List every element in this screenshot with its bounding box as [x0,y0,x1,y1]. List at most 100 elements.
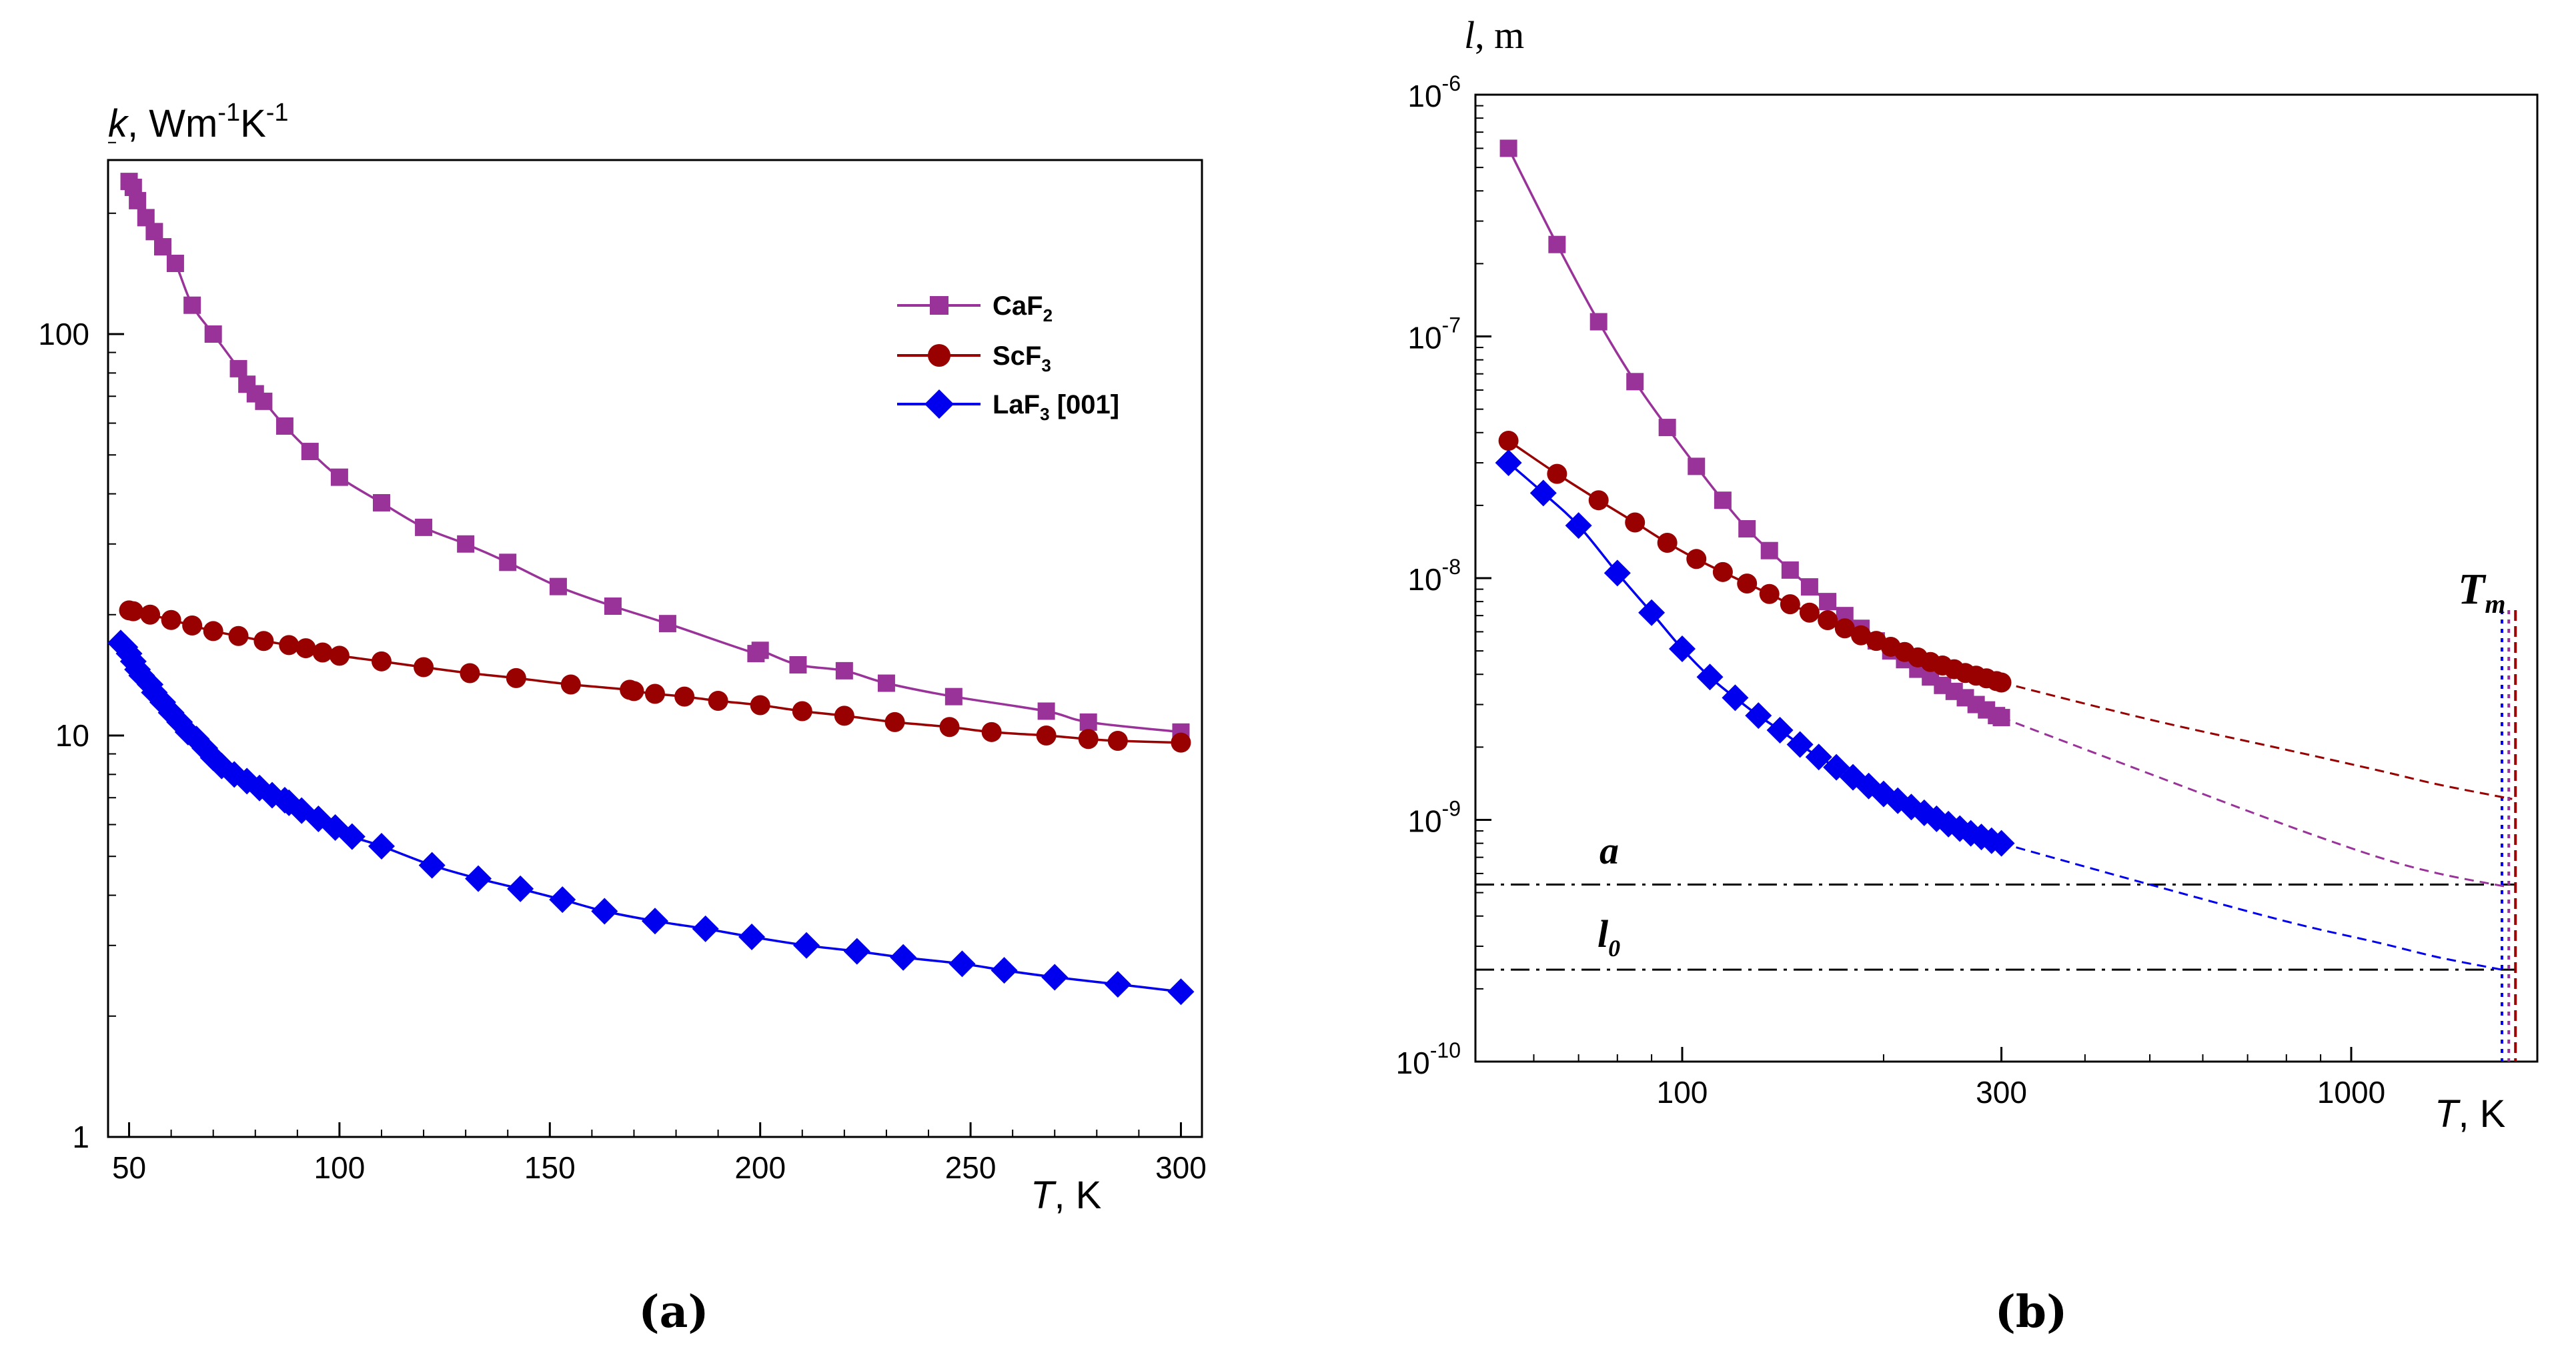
point-b-caf2 [1781,561,1799,579]
point-a-caf2 [145,223,163,241]
point-a-laf3 [1104,971,1131,998]
point-a-caf2 [154,238,171,256]
y-tick-label-b-2: 10-8 [1407,555,1461,597]
point-b-caf2 [1499,139,1517,157]
chart-b-y-label-var: l [1464,13,1475,57]
point-a-caf2 [166,254,184,272]
x-tick-label-a-200: 200 [734,1150,786,1185]
point-a-scf3 [123,601,143,621]
chart-a-y-label-mid: K [240,102,266,145]
chart-b-reference-lines [1475,884,2515,971]
chart-b-y-label: l, m [1464,13,1524,57]
point-a-caf2 [373,493,390,511]
point-b-laf3-001 [1786,731,1814,758]
point-a-laf3 [591,898,618,925]
point-b-laf3-001 [1638,599,1666,626]
chart-b-x-label-var: T [2435,1092,2461,1136]
point-a-scf3 [674,686,695,707]
point-b-laf3-001 [1696,663,1724,691]
chart-b-melting-lines [2500,610,2517,1062]
point-a-laf3 [793,932,820,959]
chart-a-frame [107,159,1203,1138]
chart-a-y-label-exp2: -1 [266,99,289,127]
point-a-caf2 [499,553,517,571]
point-a-caf2 [944,688,962,706]
point-a-scf3 [981,722,1002,742]
point-a-caf2 [658,615,676,633]
y-tick-label-a-100: 100 [38,317,89,351]
point-b-scf3 [1712,561,1733,582]
point-b-laf3-001 [1722,684,1749,712]
point-b-caf2 [1626,373,1644,391]
chart-b-series [1495,139,2513,971]
point-a-laf3 [507,875,534,902]
point-b-scf3 [1657,533,1678,553]
chart-a-x-tick-labels: 50 100 150 200 250 300 [112,1150,1207,1185]
point-a-caf2 [457,535,475,553]
point-a-scf3 [750,695,770,716]
point-a-caf2 [255,392,273,410]
panel-label-b: (b) [1995,1286,2068,1338]
point-b-laf3-001 [1669,635,1696,663]
point-a-scf3 [792,701,812,722]
point-a-caf2 [415,518,433,536]
legend-label-scf3: ScF3 [993,341,1051,375]
point-b-laf3-001 [1495,449,1522,477]
series-line-b-caf2 [1507,147,2002,719]
point-a-caf2 [789,655,807,673]
point-a-scf3 [708,691,728,712]
chart-b-frame [1474,93,2539,1063]
extrapolation-b-scf3 [2001,681,2513,800]
point-b-laf3-001 [1565,512,1592,539]
point-b-laf3-001 [1988,830,2015,857]
point-a-scf3 [161,609,181,630]
point-a-caf2 [301,443,319,461]
point-a-laf3 [338,823,366,850]
point-a-scf3 [329,645,350,666]
extrapolation-b-laf3-001 [2001,842,2503,971]
series-b-laf3-001 [1495,449,2503,971]
point-b-scf3 [1737,573,1758,594]
point-a-scf3 [414,657,434,677]
point-a-laf3 [991,957,1018,984]
series-line-b-scf3 [1507,439,2002,684]
point-a-caf2 [183,296,201,314]
point-a-laf3 [1041,964,1069,991]
x-tick-label-a-300: 300 [1155,1150,1207,1185]
x-tick-label-b-300: 300 [1976,1075,2027,1110]
point-a-scf3 [560,674,581,695]
chart-a-y-label-exp1: -1 [217,99,240,127]
point-a-caf2 [275,417,293,435]
point-a-caf2 [751,641,769,659]
y-tick-label-b-1: 10-9 [1407,797,1461,839]
point-a-scf3 [312,642,333,663]
point-b-scf3 [1588,490,1609,511]
point-a-scf3 [372,651,392,671]
point-a-caf2 [835,661,853,679]
series-a-caf2 [120,173,1190,741]
chart-a-series [107,173,1195,1006]
series-a-laf3 [107,629,1195,1006]
point-a-scf3 [939,717,960,738]
legend-label-laf3: LaF3 [001] [993,390,1119,424]
point-a-caf2 [1079,713,1097,731]
x-tick-label-b-100: 100 [1657,1075,1708,1110]
point-a-scf3 [253,631,274,651]
chart-b: 100 300 1000 10-10 10-9 10-8 10-7 10-6 l, m T,… [1396,13,2539,1338]
point-a-laf3 [418,852,446,879]
y-tick-label-a-1: 1 [72,1120,89,1154]
chart-a-y-label-unit: , Wm [127,102,217,145]
point-a-caf2 [604,597,622,615]
chart-a-y-label-var: k [108,102,129,145]
legend-item-scf3: ScF3 [897,341,1051,375]
point-a-laf3 [549,886,576,914]
point-b-scf3 [1780,594,1800,615]
point-b-caf2 [1992,709,2010,727]
point-b-scf3 [1799,602,1820,623]
point-b-caf2 [1760,541,1778,559]
point-a-scf3 [645,684,665,704]
x-tick-label-a-250: 250 [945,1150,997,1185]
panel-label-a: (a) [638,1286,708,1338]
point-a-scf3 [834,706,854,726]
